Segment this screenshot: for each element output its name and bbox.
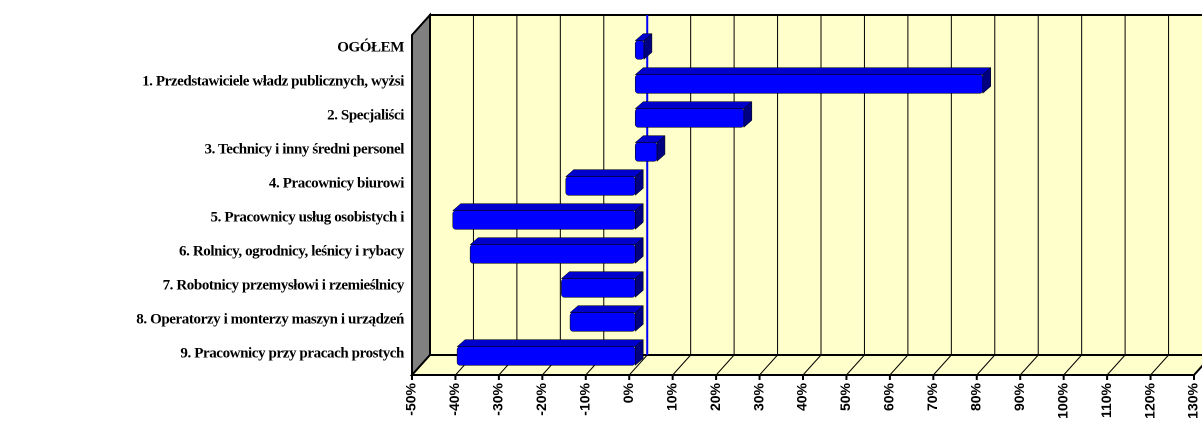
floor-line: [802, 354, 822, 376]
x-tick-label: 10%: [663, 382, 679, 411]
floor-line: [976, 354, 996, 376]
y-tick-label: 6. Rolnicy, ogrodnicy, leśnicy i rybacy: [179, 243, 405, 259]
x-tick-label: 30%: [750, 382, 766, 411]
x-tick-label: 110%: [1098, 382, 1114, 418]
x-tick-label: 120%: [1141, 382, 1157, 418]
floor-line: [715, 354, 735, 376]
x-tick-label: 0%: [620, 382, 636, 403]
floor-line: [1063, 354, 1083, 376]
floor-line: [672, 354, 692, 376]
y-tick-label: 2. Specjaliści: [327, 107, 404, 123]
bar-top: [565, 169, 644, 177]
x-tick-label: -40%: [446, 382, 462, 415]
bar: [634, 40, 645, 60]
y-tick-label: 7. Robotnicy przemysłowi i rzemieślnicy: [163, 277, 405, 293]
x-tick-label: 100%: [1054, 382, 1070, 418]
x-tick-label: 130%: [1185, 382, 1201, 418]
y-tick-label: 3. Technicy i inny średni personel: [205, 141, 405, 157]
x-tick-label: 60%: [881, 382, 897, 411]
bar: [634, 142, 658, 162]
x-tick-label: -50%: [403, 382, 419, 415]
x-tick-label: 80%: [967, 382, 983, 411]
bar: [565, 176, 636, 196]
x-tick-label: 40%: [794, 382, 810, 411]
bar: [634, 74, 984, 94]
bar: [456, 346, 636, 366]
bar-top: [456, 339, 644, 347]
floor-line: [932, 354, 952, 376]
bar: [469, 244, 636, 264]
x-tick-label: 70%: [924, 382, 940, 411]
x-tick-label: 20%: [707, 382, 723, 411]
y-tick-label: 5. Pracownicy usług osobistych i: [211, 209, 405, 225]
side-wall: [411, 12, 431, 378]
bar-top: [634, 67, 992, 75]
bar-top: [469, 237, 644, 245]
floor-line: [1019, 354, 1039, 376]
bar-top: [569, 305, 644, 313]
bar-top: [560, 271, 644, 279]
floor-line: [1193, 365, 1202, 376]
floor-line: [1106, 354, 1126, 376]
bar: [561, 278, 636, 298]
x-tick-label: -10%: [576, 382, 592, 415]
floor-line: [628, 354, 648, 376]
bar: [452, 210, 636, 230]
floor-line: [411, 354, 431, 376]
bar: [634, 108, 745, 128]
y-tick-label: 1. Przedstawiciele władz publicznych, wy…: [142, 73, 404, 89]
y-tick-label: OGÓŁEM: [337, 38, 404, 55]
floor-line: [889, 354, 909, 376]
x-tick-label: 50%: [837, 382, 853, 411]
x-tick-label: -30%: [490, 382, 506, 415]
bar-top: [634, 101, 753, 109]
y-tick-label: 8. Operatorzy i monterzy maszyn i urządz…: [136, 311, 405, 327]
floor-line: [759, 354, 778, 376]
floor-line: [1150, 354, 1169, 376]
x-tick-label: -20%: [533, 382, 549, 415]
floor-line: [846, 354, 865, 376]
back-wall: [429, 14, 1202, 356]
y-tick-label: 4. Pracownicy biurowi: [269, 175, 404, 191]
y-tick-label: 9. Pracownicy przy pracach prostych: [180, 345, 405, 361]
x-tick-label: 90%: [1011, 382, 1027, 411]
bar-top: [452, 203, 644, 211]
bar: [569, 312, 636, 332]
